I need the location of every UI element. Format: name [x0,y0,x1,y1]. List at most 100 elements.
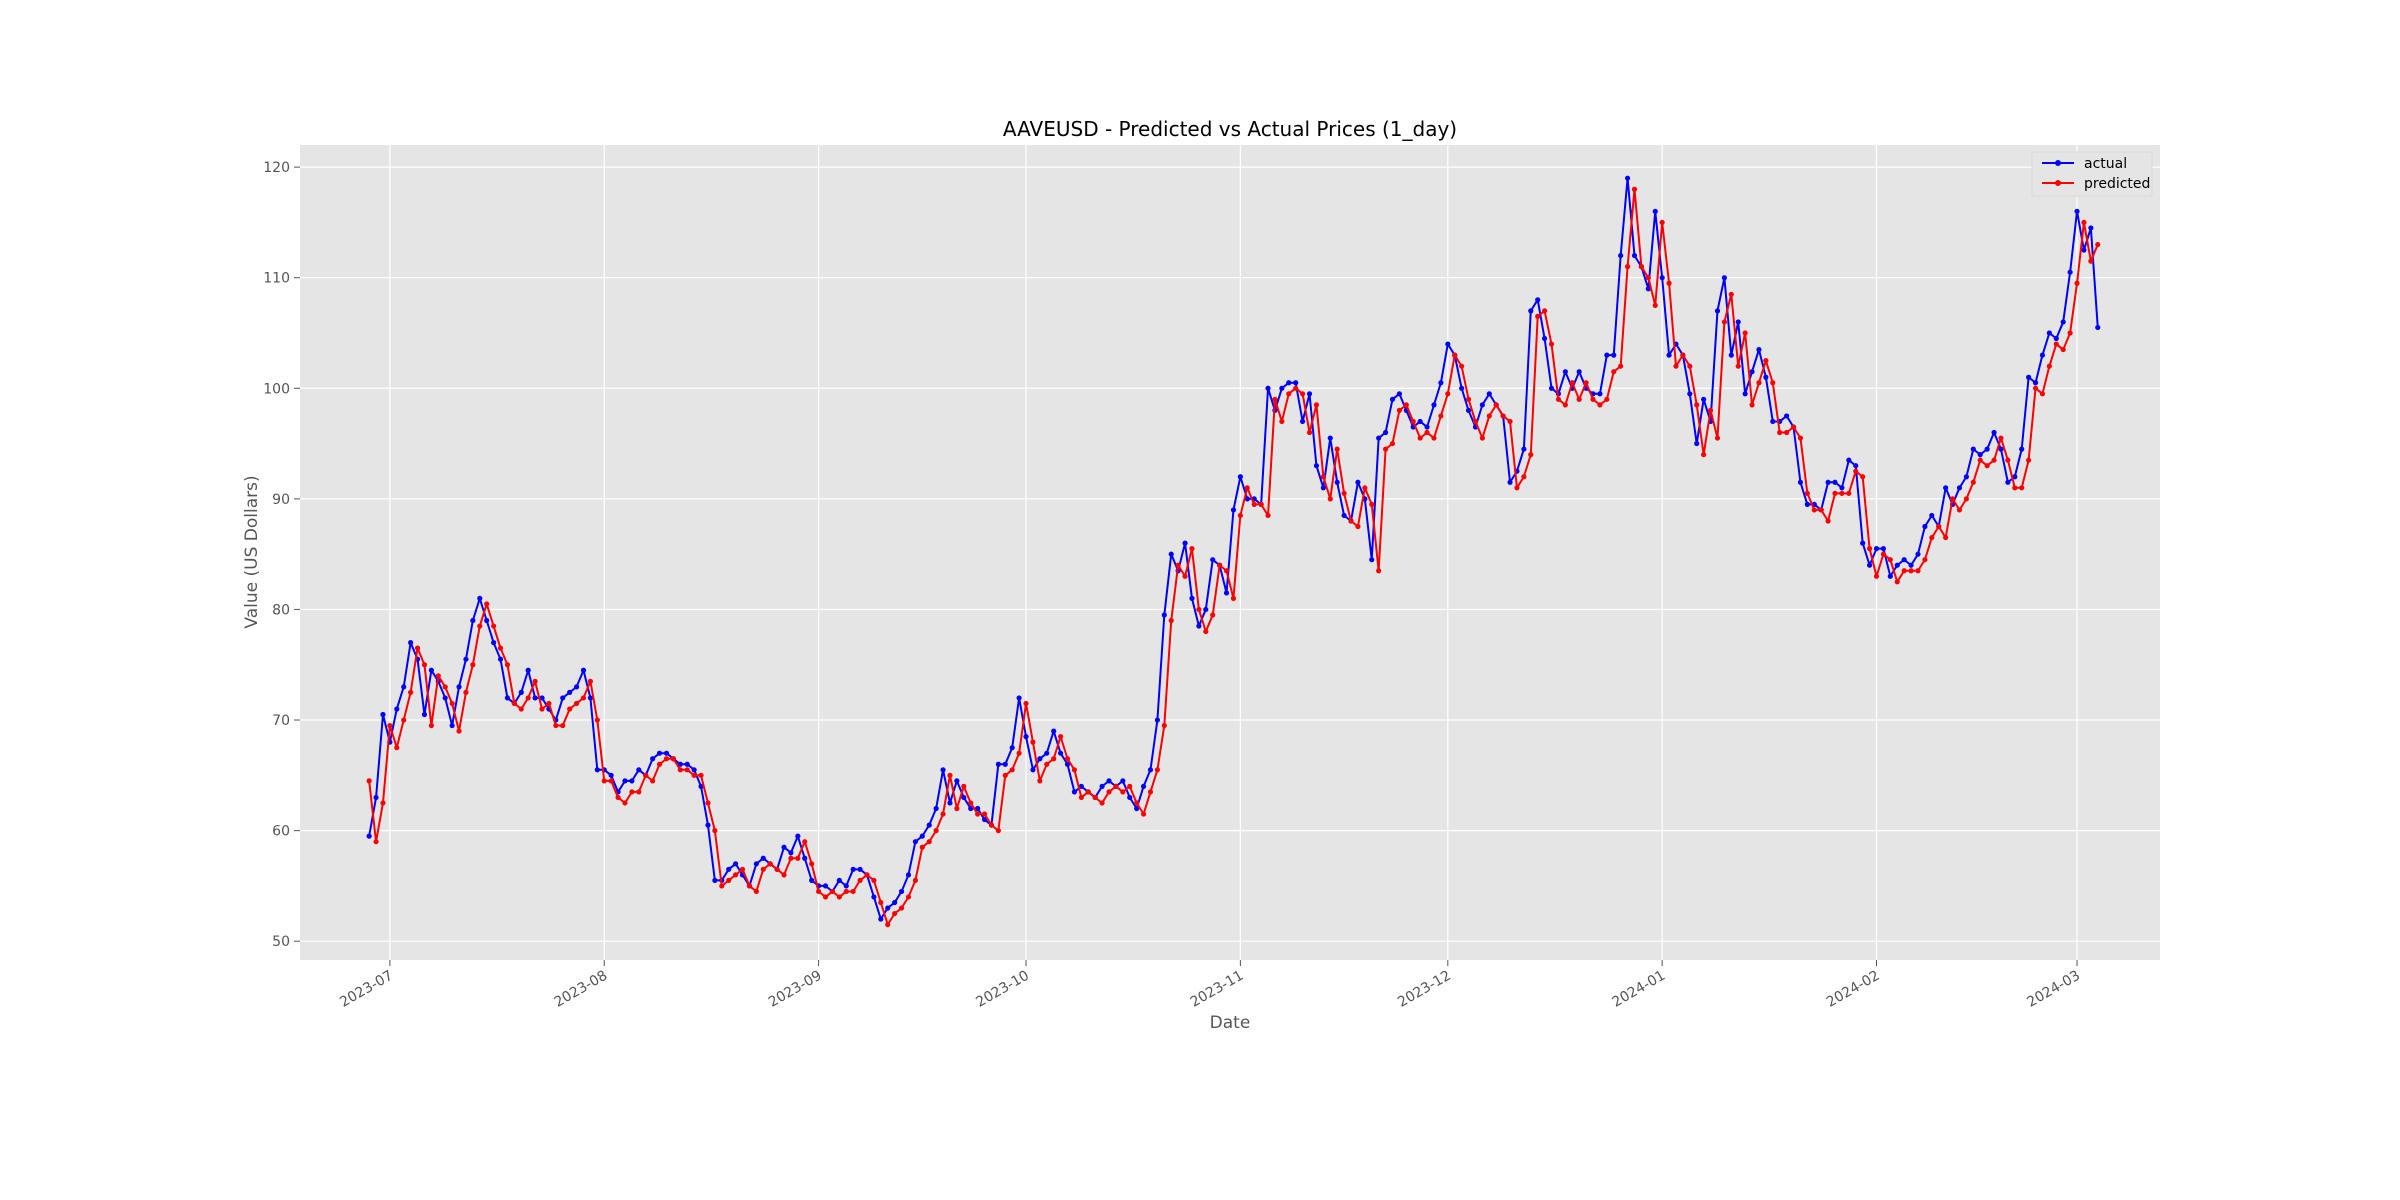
data-point-actual [1438,380,1444,386]
data-point-actual [2032,380,2039,386]
data-point-predicted [843,888,849,895]
data-point-predicted [774,866,780,872]
data-point-predicted [587,678,594,684]
data-point-actual [2088,225,2094,231]
data-point-predicted [1873,573,1880,579]
data-point-predicted [1860,474,1866,480]
data-point-actual [1535,297,1541,303]
data-point-actual [1334,479,1340,485]
data-point-actual [968,805,974,812]
data-point-predicted [1161,722,1167,729]
data-point-predicted [1203,628,1209,635]
data-point-predicted [2067,330,2073,336]
data-point-actual [1618,252,1624,259]
data-point-actual [1445,341,1451,347]
data-point-predicted [1894,579,1900,585]
data-point-actual [733,861,739,867]
data-point-actual [1154,717,1160,723]
data-point-predicted [1300,391,1306,397]
x-tick-label: 2024-02 [1824,968,1883,1011]
data-point-predicted [456,728,462,734]
x-tick-label: 2023-09 [766,968,825,1011]
data-point-predicted [518,706,524,712]
data-point-actual [843,883,849,889]
data-point-actual [663,750,670,756]
data-point-predicted [753,888,759,895]
data-point-actual [2019,446,2025,452]
data-point-predicted [1770,380,1776,386]
data-point-actual [1908,562,1914,568]
data-point-actual [1548,385,1555,391]
data-point-predicted [1431,435,1437,441]
data-point-predicted [1825,518,1831,524]
data-point-predicted [1583,380,1589,386]
data-point-actual [1306,391,1313,397]
data-point-predicted [1223,568,1230,574]
data-point-predicted [608,778,614,784]
data-point-actual [401,684,407,690]
data-point-actual [961,794,967,801]
data-point-actual [1078,783,1084,789]
data-point-predicted [394,745,400,751]
data-point-predicted [1514,485,1520,491]
data-point-predicted [878,899,884,906]
data-point-predicted [1279,418,1285,425]
data-point-predicted [1756,380,1762,386]
data-point-predicted [1880,551,1887,557]
data-point-predicted [892,910,898,917]
data-point-predicted [746,883,753,889]
data-point-predicted [1127,783,1133,789]
data-point-predicted [733,872,739,878]
data-point-predicted [670,756,676,762]
data-point-actual [1203,606,1209,613]
data-point-actual [2053,335,2059,342]
data-point-predicted [1403,402,1409,408]
data-point-actual [1106,778,1112,784]
data-point-predicted [1217,562,1223,568]
data-point-predicted [1915,568,1921,574]
data-point-predicted [1099,800,1105,806]
data-point-actual [885,905,891,911]
data-point-predicted [2081,219,2087,226]
data-point-predicted [933,828,939,834]
data-point-predicted [463,689,469,695]
data-point-predicted [1078,794,1084,801]
x-tick-label: 2023-08 [552,968,611,1011]
data-point-predicted [2026,457,2032,463]
data-point-actual [1860,540,1866,546]
data-point-actual [497,656,504,662]
data-point-actual [1196,623,1202,629]
data-point-actual [1147,767,1154,773]
data-point-actual [1002,761,1008,767]
data-point-actual [1970,446,1976,452]
data-point-actual [1465,407,1472,413]
data-point-actual [954,778,960,784]
data-point-actual [1956,485,1963,491]
data-point-actual [1237,474,1243,480]
x-tick-label: 2023-11 [1188,968,1247,1011]
data-point-predicted [1493,402,1499,408]
data-point-actual [1064,761,1071,767]
data-point-actual [1631,252,1638,259]
data-point-actual [802,855,808,861]
data-point-predicted [650,778,656,784]
data-point-predicted [1320,474,1326,480]
grid [300,145,2160,960]
data-point-predicted [1777,429,1783,436]
data-point-predicted [1134,800,1140,806]
data-point-predicted [1811,507,1817,513]
data-point-predicted [1334,446,1340,452]
data-point-predicted [1154,767,1160,773]
data-point-predicted [1044,761,1050,767]
data-point-actual [1735,319,1741,325]
data-point-actual [809,877,815,883]
data-point-actual [1894,562,1900,568]
data-point-actual [1652,208,1658,214]
data-point-predicted [684,767,690,773]
data-point-actual [2081,247,2087,253]
data-point-predicted [1991,457,1997,463]
data-point-predicted [2074,280,2080,286]
data-point-predicted [560,722,566,729]
data-point-actual [919,833,925,839]
data-point-predicted [1071,767,1078,773]
